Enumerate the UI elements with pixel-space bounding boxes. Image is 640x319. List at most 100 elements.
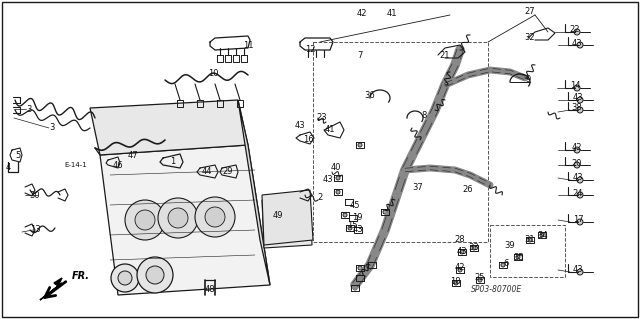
Text: 2: 2 (317, 194, 323, 203)
Text: 42: 42 (356, 10, 367, 19)
Text: 45: 45 (349, 201, 360, 210)
Text: 7: 7 (357, 50, 363, 60)
Text: 5: 5 (15, 151, 20, 160)
Polygon shape (238, 100, 270, 285)
Text: 15: 15 (347, 220, 357, 229)
Text: 33: 33 (468, 243, 479, 253)
Text: 19: 19 (352, 213, 362, 222)
Circle shape (577, 42, 583, 48)
Circle shape (111, 264, 139, 292)
Text: 43: 43 (572, 39, 582, 48)
Circle shape (577, 97, 583, 103)
Text: 10: 10 (208, 69, 218, 78)
Circle shape (540, 233, 544, 237)
Text: 44: 44 (202, 167, 212, 176)
Text: 36: 36 (365, 91, 376, 100)
Text: 43: 43 (323, 175, 333, 184)
Text: 43: 43 (573, 265, 583, 275)
Circle shape (278, 215, 292, 229)
Text: 30: 30 (29, 190, 40, 199)
Text: 39: 39 (505, 241, 515, 249)
Circle shape (516, 255, 520, 259)
Text: 20: 20 (572, 159, 582, 167)
Polygon shape (100, 145, 270, 295)
Circle shape (577, 192, 583, 198)
Text: 48: 48 (205, 286, 215, 294)
Circle shape (370, 263, 374, 267)
Circle shape (478, 278, 482, 282)
Polygon shape (262, 190, 313, 245)
Circle shape (383, 210, 387, 214)
Bar (490, 225, 565, 277)
Text: SP03-80700E: SP03-80700E (472, 285, 523, 293)
Text: 28: 28 (454, 235, 465, 244)
Text: 43: 43 (294, 121, 305, 130)
Circle shape (118, 271, 132, 285)
Circle shape (168, 208, 188, 228)
Text: 41: 41 (324, 125, 335, 135)
Circle shape (358, 266, 362, 270)
Text: 1: 1 (170, 158, 175, 167)
Bar (313, 42, 488, 242)
Text: 41: 41 (387, 10, 397, 19)
Text: 4: 4 (5, 164, 11, 173)
Circle shape (358, 143, 362, 147)
Text: 11: 11 (243, 41, 253, 49)
Circle shape (577, 177, 583, 183)
Text: 37: 37 (413, 183, 424, 192)
Text: 27: 27 (525, 8, 535, 17)
Text: 31: 31 (525, 235, 535, 244)
Text: 43: 43 (573, 174, 583, 182)
Circle shape (348, 226, 352, 230)
Circle shape (574, 85, 580, 91)
Text: E-14-1: E-14-1 (65, 162, 88, 168)
Circle shape (574, 147, 580, 153)
Circle shape (458, 268, 462, 272)
Text: 29: 29 (223, 167, 233, 176)
Circle shape (454, 281, 458, 285)
Circle shape (195, 197, 235, 237)
Circle shape (358, 276, 362, 280)
Text: 3: 3 (49, 123, 54, 132)
Circle shape (577, 219, 583, 225)
Polygon shape (40, 278, 62, 300)
Circle shape (574, 162, 580, 168)
Circle shape (336, 190, 340, 194)
Polygon shape (262, 195, 312, 248)
Circle shape (270, 207, 300, 237)
Text: 13: 13 (29, 226, 40, 234)
Circle shape (135, 210, 155, 230)
Text: 14: 14 (570, 80, 580, 90)
Circle shape (343, 213, 347, 217)
Text: 25: 25 (475, 273, 485, 283)
Text: 21: 21 (440, 50, 451, 60)
Text: 34: 34 (538, 232, 548, 241)
Text: 38: 38 (572, 103, 582, 113)
Text: 24: 24 (573, 189, 583, 197)
Text: 43: 43 (457, 248, 467, 256)
Text: 9: 9 (525, 76, 531, 85)
Text: 40: 40 (331, 164, 341, 173)
Text: 35: 35 (514, 254, 524, 263)
Text: 47: 47 (128, 151, 138, 160)
Polygon shape (90, 100, 248, 155)
Text: 17: 17 (573, 216, 583, 225)
Text: 49: 49 (273, 211, 284, 219)
Text: 16: 16 (303, 136, 314, 145)
Circle shape (125, 200, 165, 240)
Text: 18: 18 (450, 278, 460, 286)
Text: 23: 23 (317, 114, 327, 122)
Circle shape (577, 269, 583, 275)
Text: 12: 12 (305, 46, 316, 55)
Text: 43: 43 (573, 93, 583, 101)
Circle shape (158, 198, 198, 238)
Circle shape (472, 246, 476, 250)
Circle shape (460, 250, 464, 254)
Circle shape (336, 176, 340, 180)
Circle shape (501, 263, 505, 267)
Text: FR.: FR. (72, 271, 90, 281)
Text: 42: 42 (455, 263, 465, 272)
Circle shape (146, 266, 164, 284)
Text: 8: 8 (421, 110, 427, 120)
Text: 22: 22 (570, 26, 580, 34)
